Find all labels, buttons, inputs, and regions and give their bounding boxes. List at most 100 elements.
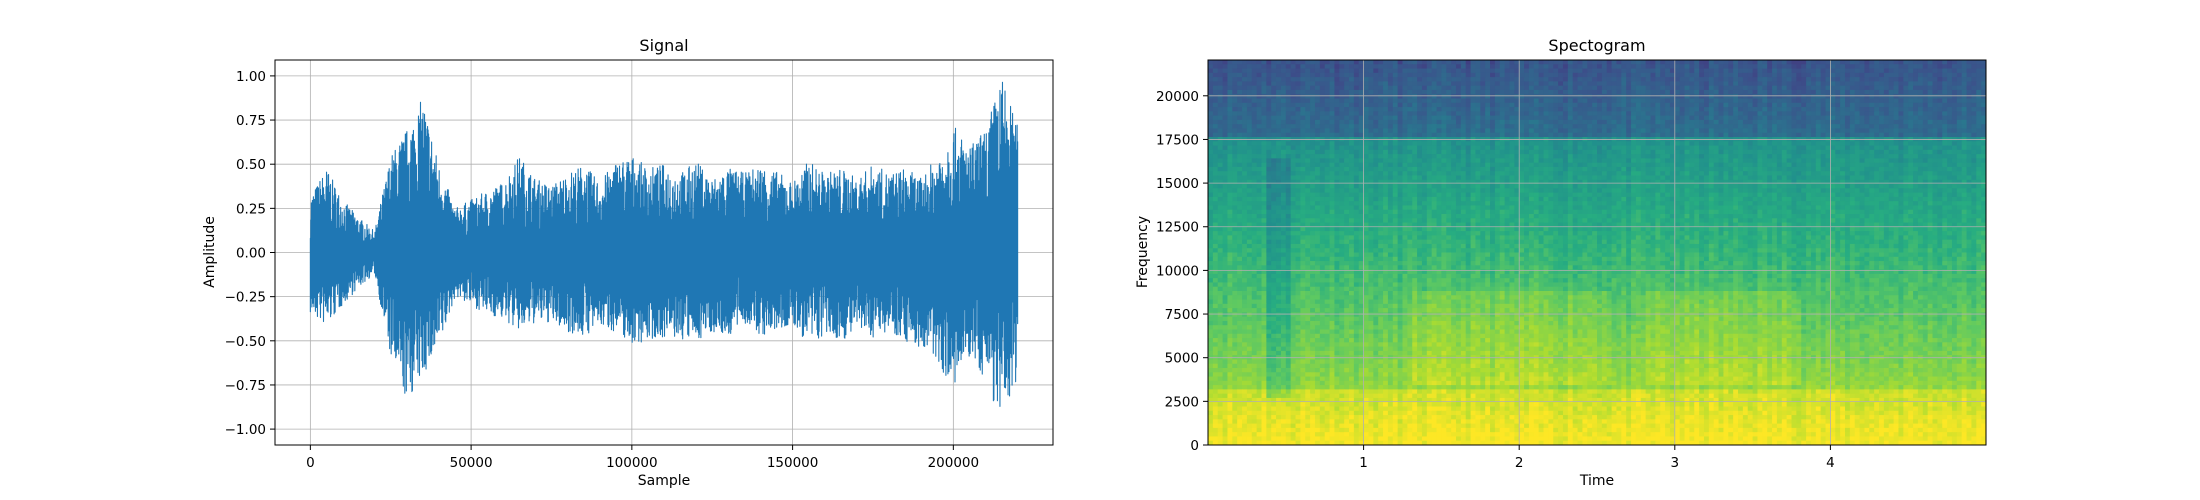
spectrogram-cell bbox=[1752, 85, 1759, 91]
spectrogram-cell bbox=[1859, 77, 1866, 82]
spectrogram-cell bbox=[1767, 171, 1773, 177]
spectrogram-cell bbox=[1947, 85, 1953, 91]
spectrogram-cell bbox=[1864, 94, 1870, 100]
spectrogram-cell bbox=[1981, 145, 1986, 151]
spectrogram-cell bbox=[1621, 145, 1627, 151]
spectrogram-cell bbox=[1830, 149, 1836, 155]
spectrogram-cell bbox=[1776, 175, 1783, 181]
spectrogram-cell bbox=[1353, 184, 1360, 189]
spectrogram-cell bbox=[1285, 107, 1292, 112]
spectrogram-cell bbox=[1465, 102, 1472, 108]
spectrogram-cell bbox=[1660, 111, 1666, 117]
spectrogram-cell bbox=[1417, 171, 1423, 177]
spectrogram-cell bbox=[1212, 115, 1219, 121]
spectrogram-cell bbox=[1524, 77, 1530, 82]
spectrogram-cell bbox=[1553, 77, 1559, 82]
spectrogram-cell bbox=[1635, 162, 1642, 168]
spectrogram-cell bbox=[1626, 145, 1632, 151]
spectrogram-cell bbox=[1436, 158, 1442, 164]
spectrogram-cell bbox=[1212, 166, 1219, 172]
spectrogram-cell bbox=[1222, 145, 1229, 151]
spectrogram-cell bbox=[1684, 149, 1690, 155]
spectrogram-cell bbox=[1981, 179, 1986, 185]
spectrogram-cell bbox=[1703, 115, 1710, 121]
spectrogram-cell bbox=[1820, 94, 1827, 100]
spectrogram-cell bbox=[1718, 124, 1725, 130]
spectrogram-cell bbox=[1441, 132, 1447, 138]
spectrogram-cell bbox=[1266, 188, 1272, 194]
spectrogram-cell bbox=[1373, 175, 1379, 181]
spectrogram-cell bbox=[1553, 149, 1559, 155]
spectrogram-cell bbox=[1806, 68, 1812, 74]
spectrogram-cell bbox=[1305, 72, 1311, 78]
spectrogram-cell bbox=[1640, 141, 1647, 147]
spectrogram-cell bbox=[1412, 141, 1418, 147]
spectrogram-cell bbox=[1908, 64, 1914, 70]
spectrogram-cell bbox=[1864, 128, 1870, 134]
spectrogram-cell bbox=[1451, 98, 1457, 104]
spectrogram-cell bbox=[1650, 179, 1656, 185]
spectrogram-cell bbox=[1524, 81, 1530, 87]
spectrogram-cell bbox=[1441, 94, 1447, 100]
spectrogram-cell bbox=[1314, 141, 1321, 147]
spectrogram-cell bbox=[1631, 166, 1637, 172]
spectrogram-cell bbox=[1898, 81, 1904, 87]
spectrogram-cell bbox=[1820, 115, 1827, 121]
spectrogram-cell bbox=[1436, 149, 1442, 155]
spectrogram-cell bbox=[1932, 64, 1938, 70]
spectrogram-cell bbox=[1844, 166, 1851, 172]
spectrogram-cell bbox=[1699, 145, 1705, 151]
spectrogram-cell bbox=[1937, 154, 1943, 159]
spectrogram-cell bbox=[1417, 77, 1423, 82]
spectrogram-cell bbox=[1280, 162, 1287, 168]
spectrogram-cell bbox=[1767, 111, 1773, 117]
spectrogram-cell bbox=[1927, 60, 1934, 65]
spectrogram-cell bbox=[1932, 81, 1938, 87]
spectrogram-cell bbox=[1728, 60, 1734, 65]
spectrogram-cell bbox=[1319, 128, 1326, 134]
spectrogram-cell bbox=[1480, 162, 1486, 168]
spectrogram-cell bbox=[1378, 68, 1384, 74]
spectrogram-cell bbox=[1947, 72, 1953, 78]
spectrogram-cell bbox=[1358, 124, 1365, 130]
spectrogram-cell bbox=[1611, 154, 1618, 159]
spectrogram-cell bbox=[1300, 119, 1306, 125]
spectrogram-cell bbox=[1387, 154, 1394, 159]
spectrogram-cell bbox=[1592, 102, 1598, 108]
spectrogram-cell bbox=[1383, 188, 1389, 194]
spectrogram-cell bbox=[1480, 124, 1486, 130]
spectrogram-cell bbox=[1334, 64, 1340, 70]
spectrogram-cell bbox=[1358, 171, 1365, 177]
spectrogram-cell bbox=[1334, 171, 1340, 177]
spectrogram-cell bbox=[1679, 124, 1686, 130]
spectrogram-cell bbox=[1879, 145, 1885, 151]
spectrogram-cell bbox=[1494, 132, 1501, 138]
spectrogram-cell bbox=[1310, 102, 1316, 108]
spectrogram-cell bbox=[1903, 124, 1909, 130]
spectrogram-cell bbox=[1378, 107, 1384, 112]
spectrogram-cell bbox=[1494, 89, 1501, 95]
spectrogram-cell bbox=[1373, 141, 1379, 147]
spectrogram-cell bbox=[1597, 154, 1603, 159]
spectrogram-cell bbox=[1810, 64, 1817, 70]
spectrogram-cell bbox=[1232, 128, 1238, 134]
spectrogram-cell bbox=[1504, 119, 1511, 125]
spectrogram-cell bbox=[1494, 64, 1501, 70]
spectrogram-cell bbox=[1242, 149, 1248, 155]
spectrogram-cell bbox=[1966, 171, 1973, 177]
spectrogram-cell bbox=[1981, 158, 1986, 164]
spectrogram-cell bbox=[1611, 60, 1618, 65]
spectrogram-cell bbox=[1392, 68, 1399, 74]
spectrogram-cell bbox=[1917, 149, 1924, 155]
spectrogram-cell bbox=[1577, 149, 1584, 155]
spectrogram-cell bbox=[1961, 72, 1968, 78]
spectrogram-cell bbox=[1499, 107, 1506, 112]
spectrogram-cell bbox=[1908, 158, 1914, 164]
spectrogram-cell bbox=[1854, 162, 1861, 168]
spectrogram-cell bbox=[1480, 64, 1486, 70]
spectrogram-cell bbox=[1514, 119, 1520, 125]
spectrogram-cell bbox=[1582, 77, 1588, 82]
spectrogram-cell bbox=[1431, 188, 1438, 194]
spectrogram-cell bbox=[1208, 124, 1214, 130]
spectrogram-cell bbox=[1810, 98, 1817, 104]
